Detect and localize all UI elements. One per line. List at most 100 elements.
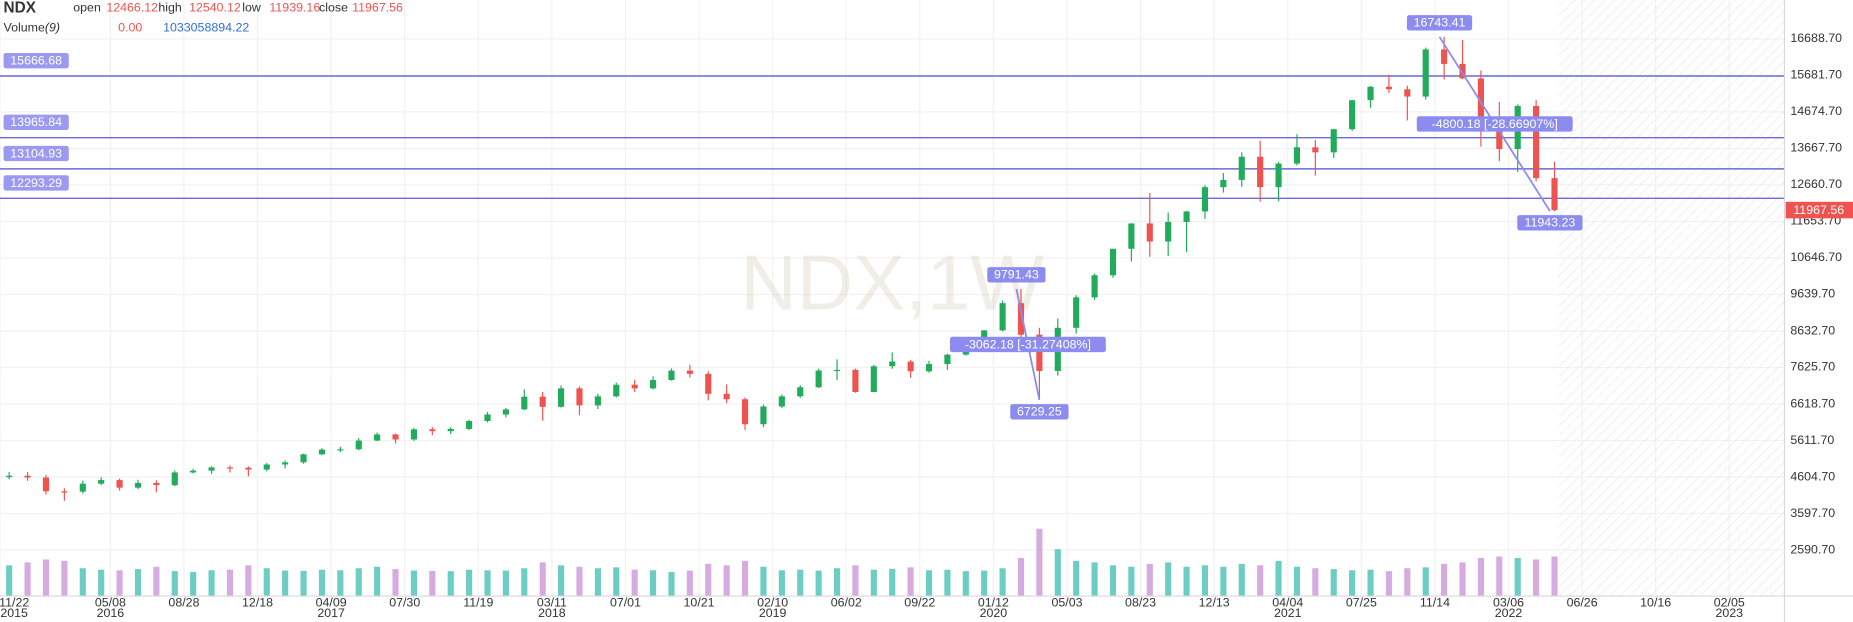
candle-body [760, 406, 767, 425]
candle-body [815, 370, 822, 388]
volume-bar [61, 560, 68, 597]
x-tick-label: 11/14 [1420, 595, 1450, 609]
candle-body [797, 387, 804, 397]
x-tick-label: 05/03 [1051, 595, 1082, 609]
candle-body [981, 330, 988, 344]
x-tick-year: 2015 [0, 606, 28, 620]
candle-body [1275, 163, 1282, 188]
legend-value: 11967.56 [352, 1, 403, 15]
level-label: 15666.68 [10, 54, 62, 68]
candle-body [42, 477, 50, 492]
candle-body [410, 429, 417, 440]
x-tick-label: 03/06 [1493, 595, 1524, 609]
volume-bar [226, 569, 234, 597]
volume-bar [429, 570, 436, 597]
candle-body [852, 369, 859, 392]
candle-body [337, 449, 344, 451]
x-tick-label: 02/05 [1714, 595, 1745, 609]
volume-bar [355, 568, 362, 597]
y-tick-label: 13667.70 [1790, 141, 1842, 155]
candle-body [705, 373, 712, 394]
legend-value: 12540.12 [189, 1, 241, 15]
volume-bar [1128, 566, 1135, 597]
volume-bar [208, 570, 215, 597]
candle-body [116, 480, 123, 488]
x-tick-year: 2016 [97, 606, 125, 620]
candle-body [925, 364, 933, 372]
candle-body [521, 396, 528, 410]
y-tick-label: 3597.70 [1790, 506, 1835, 520]
candle-body [61, 491, 68, 493]
measure-low: 11943.23 [1525, 216, 1576, 230]
x-tick-label: 11/19 [463, 595, 493, 609]
measure-change: -4800.18 [-28.66907%] [1432, 117, 1558, 131]
candle-body [1349, 100, 1356, 130]
volume-bar [1367, 569, 1374, 597]
volume-bar [1385, 571, 1393, 597]
volume-bar [484, 570, 491, 597]
x-tick-label: 05/08 [95, 595, 126, 609]
volume-bar [374, 566, 381, 597]
volume-bar [1275, 560, 1282, 597]
y-tick-label: 4604.70 [1790, 469, 1835, 483]
volume-bar [190, 572, 197, 597]
volume-ma-value: 1033058894.22 [163, 21, 249, 35]
volume-bar [153, 566, 160, 597]
future-area [1558, 0, 1785, 597]
volume-bar [539, 562, 546, 597]
volume-bar [1404, 568, 1411, 597]
volume-bar [999, 568, 1006, 597]
candle-body [1496, 118, 1503, 150]
candle-body [1330, 129, 1337, 153]
x-tick-label: 11/22 [0, 595, 29, 609]
candle-body [907, 361, 914, 372]
volume-bar [889, 568, 896, 597]
volume-bar [1091, 562, 1098, 597]
volume-bar [1293, 566, 1301, 597]
volume-bar [925, 570, 933, 597]
candle-body [447, 428, 454, 432]
x-tick-label: 10/21 [684, 595, 715, 609]
volume-bar [668, 572, 675, 597]
measure-high-box [987, 267, 1046, 283]
measure-change-box [949, 336, 1106, 353]
x-tick-label: 04/09 [316, 595, 347, 609]
volume-bar [1036, 528, 1043, 597]
volume-bar [502, 570, 509, 597]
x-tick-label: 06/26 [1567, 595, 1598, 609]
y-tick-label: 16688.70 [1790, 31, 1842, 45]
y-tick-label: 15681.70 [1790, 68, 1842, 82]
volume-bar [705, 563, 712, 597]
candle-body [1017, 303, 1025, 335]
x-tick-year: 2017 [317, 606, 345, 620]
candle-body [631, 384, 638, 389]
candle-body [6, 475, 13, 478]
plot: 15666.68 13965.84 13104.93 12293.29 9791.43 6… [0, 15, 1785, 597]
measure-high: 16743.41 [1414, 16, 1466, 30]
volume-period: (9) [45, 21, 60, 35]
candle-body [134, 482, 142, 488]
level-label: 12293.29 [10, 176, 62, 190]
volume-bar [723, 565, 730, 597]
volume-bar [981, 570, 988, 597]
volume-bar [1238, 563, 1245, 597]
candle-body [1551, 178, 1558, 211]
legend-label: high [158, 1, 182, 15]
candle-body [1477, 78, 1484, 119]
candle-body [686, 370, 693, 374]
volume-bar [833, 568, 841, 597]
candle-body [79, 483, 86, 492]
x-tick-label: 03/11 [537, 595, 567, 609]
volume-bar [1514, 557, 1521, 597]
candle-body [245, 467, 252, 470]
volume-bar [171, 571, 178, 597]
legend-label: open [73, 1, 101, 15]
volume-bar [410, 570, 417, 597]
header: NDX Volume (9) 0.00 1033058894.22 open 12… [4, 0, 404, 35]
watermark: NDX,1W [741, 239, 1045, 327]
candle-body [392, 434, 399, 440]
candle-body [1109, 248, 1117, 276]
grid [0, 0, 1785, 597]
